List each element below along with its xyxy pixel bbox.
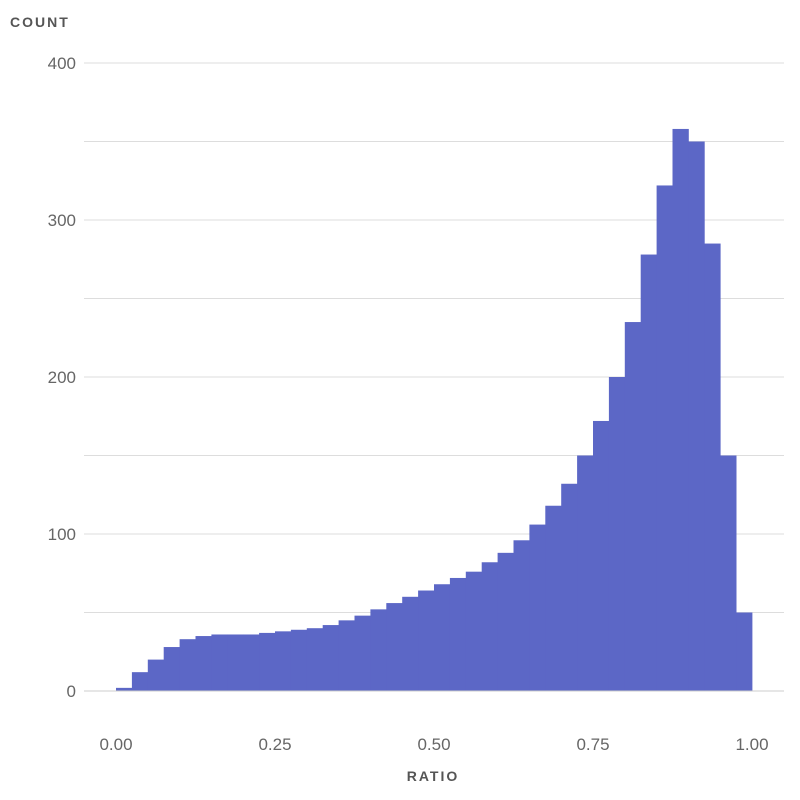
y-axis-title: COUNT [10,14,70,30]
histogram-bar [513,540,530,691]
histogram-bar [593,420,610,691]
histogram-bar [608,377,626,691]
histogram-bar [449,577,467,691]
histogram-bar [211,634,228,691]
histogram-bar [720,455,737,691]
histogram-bar [259,632,276,691]
histogram-bar [497,552,514,691]
histogram-bar [529,524,546,691]
histogram-bar [465,571,483,691]
histogram-bar [275,631,292,691]
histogram-bar [434,584,451,691]
x-tick-label: 0.50 [417,735,450,754]
histogram-bar [370,609,387,691]
histogram-bar [418,590,435,691]
x-axis-title: RATIO [406,768,460,784]
x-tick-label: 0.00 [99,735,132,754]
histogram-bar [386,603,403,691]
histogram-bar [163,647,180,691]
histogram-bar [116,687,133,691]
histogram-bar [227,634,244,691]
histogram-bar [243,634,260,691]
histogram-bar [704,243,721,692]
histogram-bar [545,505,562,691]
histogram-bar [322,625,339,691]
histogram-bar [306,628,324,691]
x-tick-label: 1.00 [735,735,768,754]
histogram-bar [624,322,642,691]
x-tick-label: 0.75 [576,735,609,754]
histogram-bar [179,639,196,691]
histogram-bar [338,620,355,691]
y-tick-label: 200 [48,368,76,387]
histogram-bar [688,141,705,691]
histogram-bar [147,659,165,691]
y-tick-label: 100 [48,525,76,544]
histogram-bar [131,672,149,691]
histogram-bar [656,185,673,691]
histogram-bar [290,629,308,691]
histogram-bar [354,615,371,691]
y-tick-label: 300 [48,211,76,230]
x-tick-label: 0.25 [258,735,291,754]
histogram-bar [640,254,657,692]
histogram-bar [481,562,498,691]
y-tick-label: 400 [48,54,76,73]
histogram-bar [672,128,689,691]
y-tick-label: 0 [67,682,76,701]
histogram-bar [561,483,578,691]
histogram-bar [577,455,594,691]
histogram-bar [402,596,419,691]
histogram-bar [195,636,212,691]
histogram-bar [736,612,753,691]
